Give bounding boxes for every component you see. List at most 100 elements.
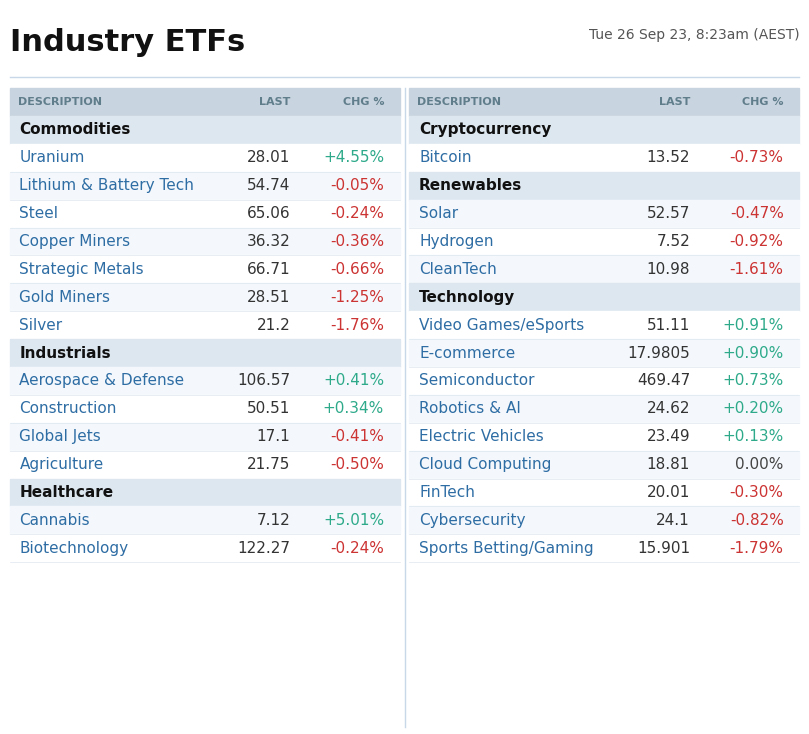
Text: -0.24%: -0.24% xyxy=(330,206,384,221)
Text: 65.06: 65.06 xyxy=(247,206,290,221)
Text: Steel: Steel xyxy=(19,206,58,221)
Text: 24.1: 24.1 xyxy=(656,513,690,528)
Bar xyxy=(409,116,799,144)
Text: Aerospace & Defense: Aerospace & Defense xyxy=(19,374,184,388)
Bar xyxy=(10,479,400,506)
Text: Gold Miners: Gold Miners xyxy=(19,290,110,305)
Text: Sports Betting/Gaming: Sports Betting/Gaming xyxy=(419,541,594,556)
Bar xyxy=(10,172,400,200)
Text: Uranium: Uranium xyxy=(19,150,85,165)
Text: Healthcare: Healthcare xyxy=(19,485,113,500)
Text: +0.41%: +0.41% xyxy=(323,374,384,388)
Text: 54.74: 54.74 xyxy=(247,178,290,193)
Text: -0.47%: -0.47% xyxy=(730,206,784,221)
Text: +0.13%: +0.13% xyxy=(722,429,784,444)
Text: CHG %: CHG % xyxy=(742,97,784,107)
Text: Video Games/eSports: Video Games/eSports xyxy=(419,318,584,333)
Bar xyxy=(409,228,799,255)
Text: +0.90%: +0.90% xyxy=(722,346,784,360)
Text: Technology: Technology xyxy=(419,290,515,305)
Text: 15.901: 15.901 xyxy=(637,541,690,556)
Text: 21.75: 21.75 xyxy=(247,457,290,472)
Bar xyxy=(10,339,400,367)
Bar xyxy=(409,506,799,534)
Text: 13.52: 13.52 xyxy=(646,150,690,165)
Text: 10.98: 10.98 xyxy=(646,262,690,277)
Bar xyxy=(409,423,799,451)
Text: -0.24%: -0.24% xyxy=(330,541,384,556)
Bar xyxy=(10,228,400,255)
Text: DESCRIPTION: DESCRIPTION xyxy=(417,97,502,107)
Text: Copper Miners: Copper Miners xyxy=(19,234,130,249)
Text: 28.01: 28.01 xyxy=(247,150,290,165)
Text: 66.71: 66.71 xyxy=(247,262,290,277)
Text: -0.05%: -0.05% xyxy=(330,178,384,193)
Text: 18.81: 18.81 xyxy=(646,457,690,472)
Bar xyxy=(10,283,400,311)
Text: -0.36%: -0.36% xyxy=(330,234,384,249)
Text: 469.47: 469.47 xyxy=(637,374,690,388)
Text: -0.73%: -0.73% xyxy=(730,150,784,165)
Bar xyxy=(10,367,400,395)
Text: -1.25%: -1.25% xyxy=(330,290,384,305)
Bar xyxy=(10,506,400,534)
Text: Renewables: Renewables xyxy=(419,178,523,193)
Text: +4.55%: +4.55% xyxy=(323,150,384,165)
Text: Semiconductor: Semiconductor xyxy=(419,374,535,388)
Text: +0.20%: +0.20% xyxy=(722,401,784,416)
Text: CleanTech: CleanTech xyxy=(419,262,497,277)
Bar xyxy=(10,534,400,562)
Text: Robotics & AI: Robotics & AI xyxy=(419,401,521,416)
Text: CHG %: CHG % xyxy=(342,97,384,107)
Text: 20.01: 20.01 xyxy=(646,485,690,500)
Text: 50.51: 50.51 xyxy=(247,401,290,416)
Text: Construction: Construction xyxy=(19,401,116,416)
Text: -0.92%: -0.92% xyxy=(730,234,784,249)
Bar xyxy=(10,451,400,479)
Text: E-commerce: E-commerce xyxy=(419,346,515,360)
Bar xyxy=(10,255,400,283)
Text: 7.12: 7.12 xyxy=(256,513,290,528)
Text: 36.32: 36.32 xyxy=(247,234,290,249)
Text: Solar: Solar xyxy=(419,206,458,221)
Bar xyxy=(409,534,799,562)
Bar xyxy=(10,423,400,451)
Text: 23.49: 23.49 xyxy=(646,429,690,444)
Text: -1.61%: -1.61% xyxy=(730,262,784,277)
Text: -0.66%: -0.66% xyxy=(330,262,384,277)
Bar xyxy=(409,395,799,423)
Bar xyxy=(10,200,400,228)
Text: 122.27: 122.27 xyxy=(238,541,290,556)
Text: Cannabis: Cannabis xyxy=(19,513,90,528)
Bar xyxy=(409,200,799,228)
Text: +0.91%: +0.91% xyxy=(722,318,784,333)
Bar xyxy=(10,88,400,116)
Text: +0.34%: +0.34% xyxy=(323,401,384,416)
Text: Cybersecurity: Cybersecurity xyxy=(419,513,526,528)
Text: Electric Vehicles: Electric Vehicles xyxy=(419,429,544,444)
Text: 106.57: 106.57 xyxy=(237,374,290,388)
Text: 24.62: 24.62 xyxy=(646,401,690,416)
Text: -1.79%: -1.79% xyxy=(730,541,784,556)
Bar xyxy=(409,172,799,200)
Text: +0.73%: +0.73% xyxy=(722,374,784,388)
Text: 17.1: 17.1 xyxy=(256,429,290,444)
Bar xyxy=(10,116,400,144)
Text: Industry ETFs: Industry ETFs xyxy=(10,28,245,57)
Text: 0.00%: 0.00% xyxy=(735,457,784,472)
Text: Tue 26 Sep 23, 8:23am (AEST): Tue 26 Sep 23, 8:23am (AEST) xyxy=(589,28,799,42)
Text: Cloud Computing: Cloud Computing xyxy=(419,457,552,472)
Text: Strategic Metals: Strategic Metals xyxy=(19,262,144,277)
Text: -0.41%: -0.41% xyxy=(330,429,384,444)
Text: 52.57: 52.57 xyxy=(646,206,690,221)
Text: Commodities: Commodities xyxy=(19,123,131,137)
Text: LAST: LAST xyxy=(659,97,690,107)
Bar xyxy=(409,451,799,479)
Text: +5.01%: +5.01% xyxy=(323,513,384,528)
Bar xyxy=(10,311,400,339)
Text: -0.30%: -0.30% xyxy=(730,485,784,500)
Text: 7.52: 7.52 xyxy=(656,234,690,249)
Bar xyxy=(409,479,799,506)
Text: FinTech: FinTech xyxy=(419,485,475,500)
Bar xyxy=(409,311,799,339)
